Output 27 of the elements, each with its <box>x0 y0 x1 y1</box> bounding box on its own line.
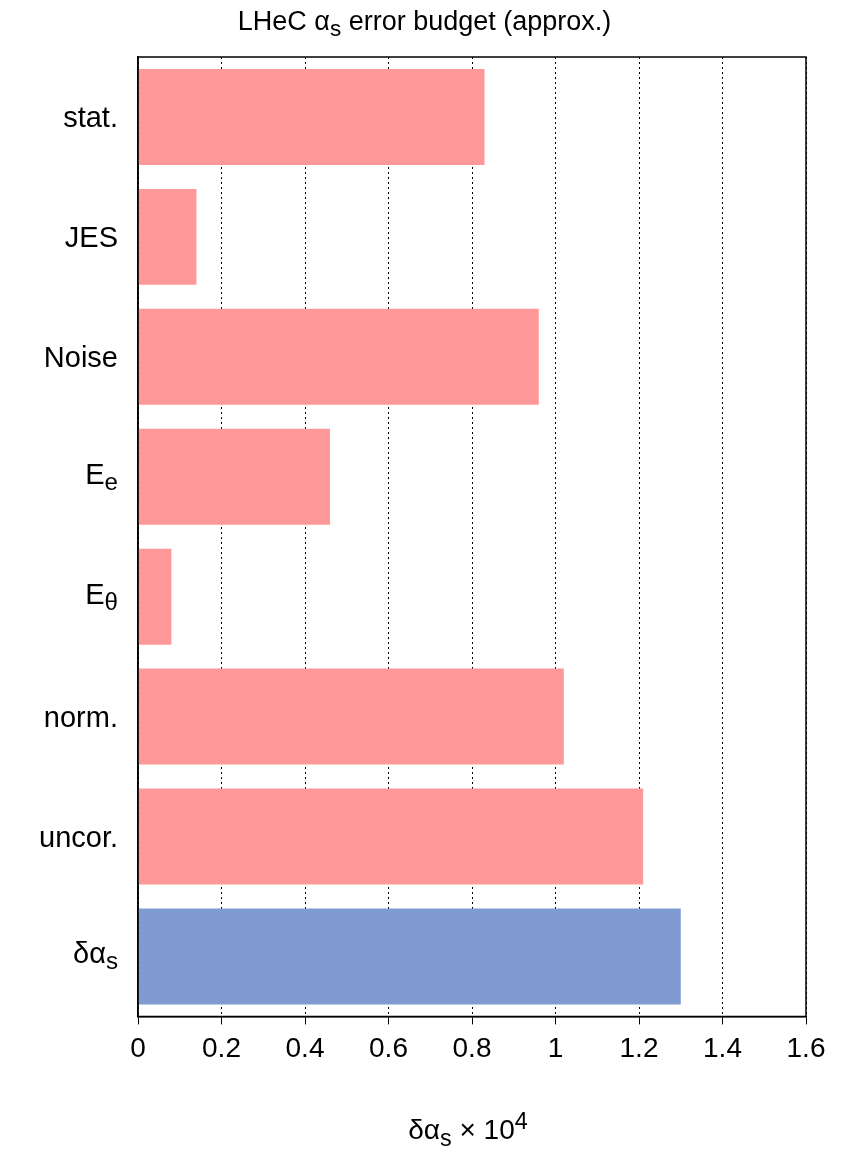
y-tick-label: E$_{e}$ <box>85 457 118 497</box>
y-tick-label: E$_{θ}$ <box>85 577 118 617</box>
y-tick-label: norm. <box>43 700 118 734</box>
bar <box>138 548 172 645</box>
y-tick-label: stat. <box>63 100 118 134</box>
x-tick-label: 1 <box>547 1031 564 1063</box>
x-tick-label: 0.4 <box>285 1031 325 1063</box>
bar <box>138 908 681 1005</box>
x-tick-label: 0 <box>130 1031 146 1063</box>
y-tick-label: Noise <box>43 340 118 374</box>
y-tick-label: uncor. <box>39 820 118 853</box>
bar <box>138 188 197 285</box>
bar <box>138 68 485 165</box>
x-tick-label: 0.6 <box>369 1031 408 1063</box>
x-tick-label: 0.8 <box>452 1031 492 1063</box>
bar <box>138 788 644 885</box>
y-tick-label: δα$_{s}$ <box>73 937 118 976</box>
x-tick-label: 0.2 <box>202 1031 241 1063</box>
x-tick-label: 1.4 <box>703 1031 742 1063</box>
x-tick-label: 1.6 <box>786 1031 826 1063</box>
chart-title: LHeC α$_{s}$ error budget (approx.) <box>236 6 613 43</box>
y-tick-label: JES <box>64 220 118 254</box>
bar <box>138 308 539 405</box>
bar <box>138 428 331 525</box>
x-tick-label: 1.2 <box>619 1031 659 1063</box>
x-axis-title: δα$_{s}$ × 10$^{4}$ <box>407 1108 529 1152</box>
bar <box>138 668 564 765</box>
